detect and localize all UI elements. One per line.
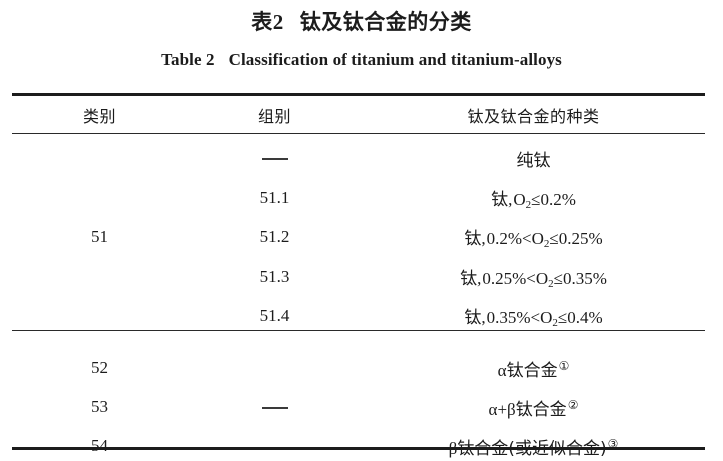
group-cell-51-4: 51.4	[259, 306, 290, 326]
column-header-kind: 钛及钛合金的种类	[467, 106, 600, 126]
table-rule-group-separator	[12, 330, 705, 332]
kind-cell-alpha-alloy: α钛合金①	[497, 358, 570, 381]
footnote-marker-3: ③	[607, 436, 619, 451]
group-cell-51-1: 51.1	[259, 188, 290, 208]
table-title-en-label: Table	[161, 50, 202, 69]
column-header-category: 类别	[82, 106, 116, 126]
category-cell-53: 53	[91, 397, 108, 417]
table-rule-top	[12, 93, 705, 96]
group-cell-51-2: 51.2	[259, 227, 290, 247]
group-cell-dash	[187, 139, 362, 178]
table-row: 52 α钛合金①	[12, 349, 705, 409]
footnote-marker-1: ①	[558, 358, 570, 373]
kind-cell-beta-alloy: β钛合金(或近似合金)③	[448, 436, 619, 459]
table-row: 51.3 钛,0.25%<O2≤0.35%	[12, 257, 705, 296]
category-cell-51: 51	[91, 227, 108, 247]
classification-table: 类别 组别 钛及钛合金的种类 51 纯钛 51.1 钛,O2≤0.2% 51.2…	[12, 96, 705, 461]
table-title-cn-number: 2	[272, 10, 284, 34]
table-title-en-number: 2	[205, 50, 215, 69]
table-row: 51.1 钛,O2≤0.2%	[12, 178, 705, 217]
table-title-en-text: Classification of titanium and titanium-…	[228, 50, 562, 69]
kind-cell-51-1: 钛,O2≤0.2%	[491, 190, 576, 212]
category-cell-52: 52	[91, 358, 108, 378]
table-rule-header	[12, 133, 705, 135]
category-cell-54: 54	[91, 436, 108, 456]
footnote-marker-2: ②	[567, 397, 579, 412]
group-cell-dash-2	[187, 349, 362, 461]
group-rule-spacer	[12, 336, 705, 349]
table-title-chinese: 表2 钛及钛合金的分类	[0, 6, 723, 36]
table-rule-bottom	[12, 447, 705, 450]
table-row: 51.4 钛,0.35%<O2≤0.4%	[12, 297, 705, 336]
group-cell-51-3: 51.3	[259, 266, 290, 286]
em-dash-icon	[261, 157, 288, 160]
table-row: 54 β钛合金(或近似合金)③	[12, 427, 705, 461]
column-header-group: 组别	[257, 106, 291, 126]
kind-cell-alpha-beta-alloy: α+β钛合金②	[488, 397, 579, 420]
kind-cell-51-2: 钛,0.2%<O2≤0.25%	[464, 229, 603, 251]
table-header-row: 类别 组别 钛及钛合金的种类	[12, 96, 705, 133]
table-row: 53 α+β钛合金②	[12, 388, 705, 427]
kind-cell-51-3: 钛,0.25%<O2≤0.35%	[460, 268, 607, 290]
kind-cell-pure-titanium: 纯钛	[516, 151, 551, 172]
table-title-english: Table 2 Classification of titanium and ti…	[0, 50, 723, 70]
kind-cell-51-4: 钛,0.35%<O2≤0.4%	[464, 308, 603, 330]
table-row: 51.2 钛,0.2%<O2≤0.25%	[12, 218, 705, 257]
em-dash-icon	[261, 406, 288, 409]
table-title-cn-text: 钛及钛合金的分类	[299, 10, 472, 34]
table-row: 51 纯钛	[12, 139, 705, 246]
table-title-cn-label: 表	[251, 10, 273, 34]
